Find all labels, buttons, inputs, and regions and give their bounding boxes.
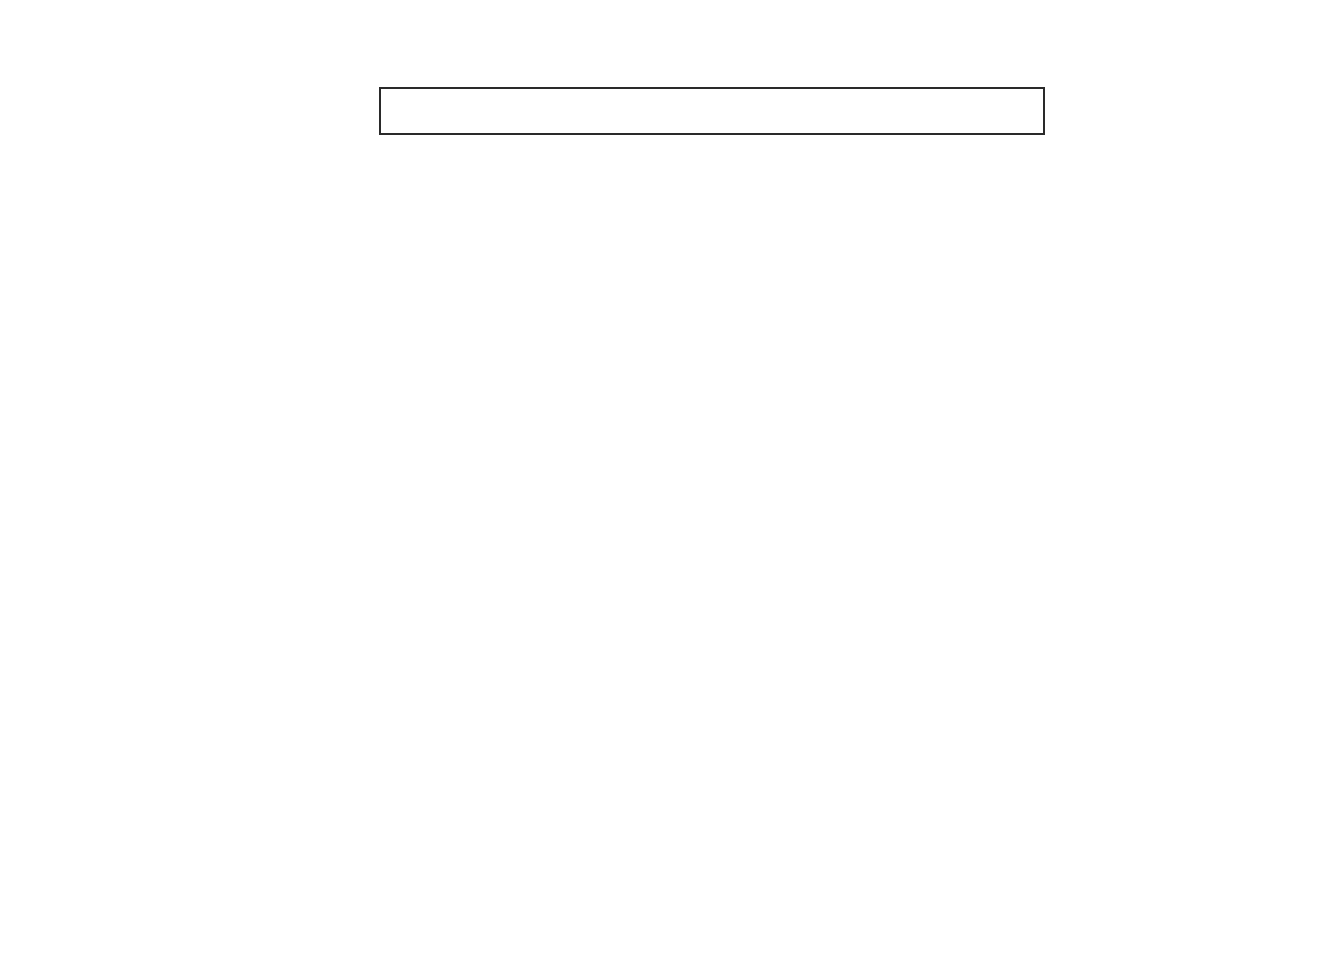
cooks-d-colorbar: [379, 87, 1045, 135]
